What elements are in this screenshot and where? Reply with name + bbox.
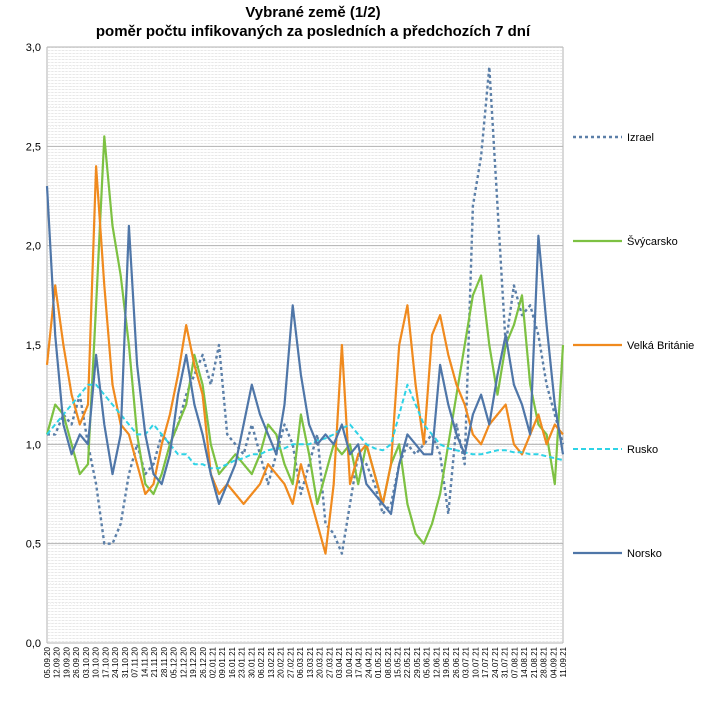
x-tick-label: 14.11.20 [140, 646, 149, 677]
x-tick-label: 28.11.20 [160, 646, 169, 677]
x-tick-label: 10.07.21 [471, 646, 480, 678]
series-line-3 [46, 383, 564, 470]
legend-label: Rusko [627, 444, 658, 456]
x-tick-label: 01.05.21 [374, 646, 383, 678]
x-tick-label: 17.07.21 [481, 646, 490, 678]
x-tick-label: 26.12.20 [199, 646, 208, 678]
x-tick-label: 05.09.20 [43, 646, 52, 678]
chart-title: Vybrané země (1/2) [245, 4, 380, 21]
x-axis-ticks: 05.09.20 12.09.20 19.09.20 26.09.20 03.10.20… [43, 646, 568, 678]
y-tick-label: 3,0 [26, 42, 41, 54]
x-tick-label: 08.05.21 [384, 646, 393, 678]
x-tick-label: 19.09.20 [62, 646, 71, 678]
x-tick-label: 27.03.21 [325, 646, 334, 678]
x-tick-label: 06.02.21 [257, 646, 266, 678]
x-tick-label: 16.01.21 [228, 646, 237, 678]
legend: Izrael Švýcarsko Velká Británie Rusko Norsko [573, 132, 694, 560]
x-tick-label: 24.10.20 [111, 646, 120, 678]
x-tick-label: 28.08.21 [540, 646, 549, 678]
x-tick-label: 20.02.21 [277, 646, 286, 678]
x-tick-label: 23.01.21 [238, 646, 247, 678]
x-tick-label: 03.04.21 [335, 646, 344, 678]
legend-label: Izrael [627, 132, 654, 144]
x-tick-label: 27.02.21 [286, 646, 295, 678]
x-tick-label: 22.05.21 [403, 646, 412, 678]
x-tick-label: 11.09.21 [559, 646, 568, 677]
x-tick-label: 13.02.21 [267, 646, 276, 678]
y-tick-label: 1,5 [26, 340, 41, 352]
series-line-0 [47, 65, 565, 555]
x-tick-label: 31.07.21 [501, 646, 510, 678]
y-tick-label: 2,5 [26, 141, 41, 153]
x-tick-label: 02.01.21 [209, 646, 218, 678]
x-tick-label: 19.12.20 [189, 646, 198, 678]
x-tick-label: 24.04.21 [364, 646, 373, 678]
x-tick-label: 12.12.20 [179, 646, 188, 678]
x-tick-label: 19.06.21 [442, 646, 451, 678]
x-tick-label: 21.08.21 [530, 646, 539, 678]
x-tick-label: 24.07.21 [491, 646, 500, 678]
legend-label: Norsko [627, 548, 662, 560]
x-tick-label: 15.05.21 [393, 646, 402, 678]
chart-subtitle: poměr počtu infikovaných za posledních a… [96, 23, 531, 40]
y-tick-label: 1,0 [26, 439, 41, 451]
x-tick-label: 26.06.21 [452, 646, 461, 678]
series-line-1 [45, 135, 565, 545]
series-line-4 [45, 186, 565, 516]
x-tick-label: 06.03.21 [296, 646, 305, 678]
x-tick-label: 03.10.20 [82, 646, 91, 678]
x-tick-label: 26.09.20 [72, 646, 81, 678]
legend-label: Velká Británie [627, 340, 694, 352]
x-tick-label: 13.03.21 [306, 646, 315, 678]
x-tick-label: 07.11.20 [131, 646, 140, 677]
series-lines [45, 65, 565, 555]
series-line-2 [45, 165, 564, 555]
x-tick-label: 29.05.21 [413, 646, 422, 678]
legend-label: Švýcarsko [627, 235, 678, 248]
y-tick-label: 0,0 [26, 638, 41, 650]
x-tick-label: 17.10.20 [101, 646, 110, 678]
x-tick-label: 31.10.20 [121, 646, 130, 678]
y-tick-label: 0,5 [26, 539, 41, 551]
x-tick-label: 12.06.21 [432, 646, 441, 678]
x-tick-label: 12.09.20 [53, 646, 62, 678]
x-tick-label: 21.11.20 [150, 646, 159, 677]
x-tick-label: 10.04.21 [345, 646, 354, 678]
x-tick-label: 30.01.21 [247, 646, 256, 678]
x-tick-label: 14.08.21 [520, 646, 529, 678]
x-tick-label: 05.12.20 [170, 646, 179, 678]
x-tick-label: 03.07.21 [462, 646, 471, 678]
x-tick-label: 05.06.21 [423, 646, 432, 678]
y-axis-ticks: 0,0 0,5 1,0 1,5 2,0 2,5 3,0 [26, 42, 41, 650]
x-tick-label: 09.01.21 [218, 646, 227, 678]
x-tick-label: 04.09.21 [549, 646, 558, 678]
x-tick-label: 20.03.21 [316, 646, 325, 678]
y-tick-label: 2,0 [26, 241, 41, 253]
x-tick-label: 07.08.21 [510, 646, 519, 678]
x-tick-label: 17.04.21 [355, 646, 364, 678]
x-tick-label: 10.10.20 [92, 646, 101, 678]
